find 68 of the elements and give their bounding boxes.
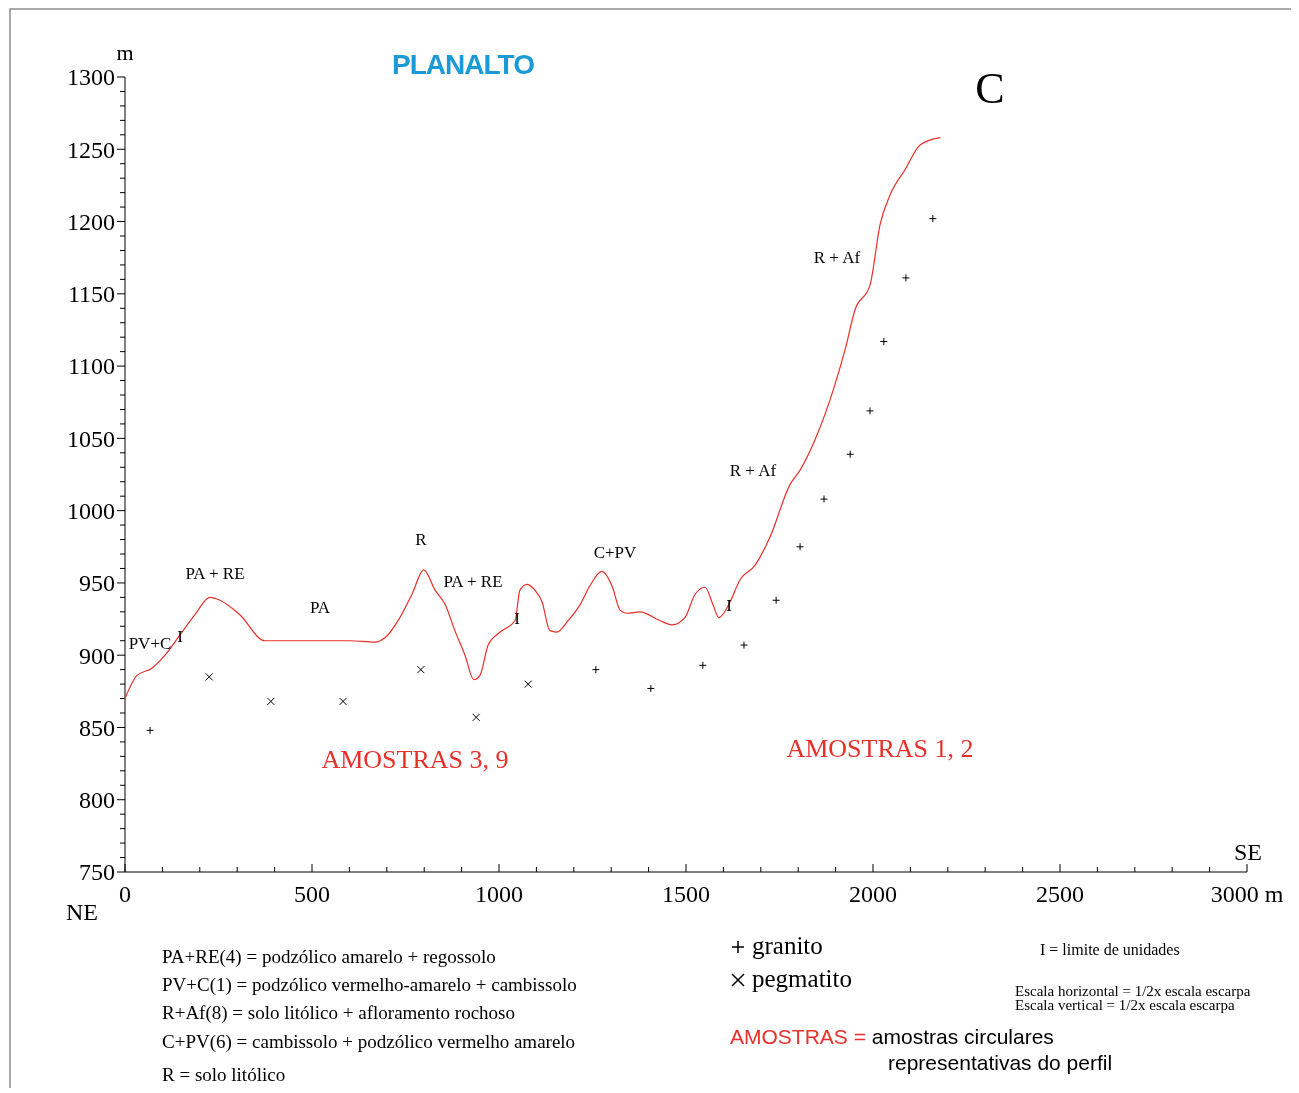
y-tick-label: 850 [79,714,115,741]
x-tick-label: 0 [119,881,131,907]
point [772,596,781,605]
y-tick-label: 1200 [67,208,115,235]
point [205,672,214,681]
legend-label: pegmatito [752,965,852,992]
y-tick-label: 1150 [67,281,115,308]
annotation: PA + RE [185,563,245,583]
point [524,680,533,689]
point [339,697,348,706]
x-tick-label: 500 [294,881,330,907]
annotation: C [975,64,1005,113]
y-tick-label: 1050 [67,425,115,452]
text: AMOSTRAS = amostras circulares representativas do perfil [730,1025,1113,1074]
annotation: R + Af [813,247,861,267]
text: Escala vertical = 1/2x escala escarpa [1015,997,1235,1013]
point [879,337,888,346]
text: R = solo litólico [162,1064,286,1085]
annotation: I [726,595,733,615]
annotation: PA [309,597,331,617]
point [739,641,748,650]
point [820,495,829,504]
annotation: I [514,608,521,628]
x-tick-label: 3000 m [1210,881,1284,907]
text: PV+C(1) = podzólico vermelho-amarelo + cambissolo [162,974,577,996]
text: NE [66,899,98,925]
text: PA+RE(4) = podzólico amarelo + regossolo [162,946,496,968]
x-tick-label: 2000 [849,881,897,907]
y-tick-label: 1300 [67,64,115,91]
annotation: C+PV [593,542,638,562]
annotation: PA + RE [443,571,503,591]
point [266,697,275,706]
text: C+PV(6) = cambissolo + podzólico vermelho amarelo [162,1031,576,1053]
y-tick-label: 1100 [67,353,115,380]
y-tick-label: 950 [79,570,115,597]
point [146,726,155,735]
annotation: I [177,626,184,646]
point [416,665,425,674]
annotation: R [415,529,428,549]
y-axis-title: m [116,40,134,65]
point [646,684,655,693]
point [591,665,600,674]
y-tick-label: 750 [79,859,115,886]
text: I = limite de unidades [1040,941,1180,958]
x-tick-label: 1000 [475,881,523,907]
y-tick-label: 800 [79,787,115,814]
y-tick-label: 900 [79,642,115,669]
x-tick-label: 2500 [1036,881,1084,907]
point [472,713,481,722]
point [866,406,875,415]
line-series [124,137,941,700]
y-tick-label: 1250 [67,136,115,163]
chart-title: PLANALTO [392,49,535,80]
annotation: SE [1233,839,1263,865]
point [796,542,805,551]
y-tick-label: 1000 [67,498,115,525]
annotation: AMOSTRAS 3, 9 [321,745,509,775]
annotation: AMOSTRAS 1, 2 [786,734,974,764]
text: Escala horizontal = 1/2x escala escarpa [1015,983,1251,999]
annotation: R + Af [729,460,777,480]
x-tick-label: 1500 [662,881,710,907]
point [901,273,910,282]
text: R+Af(8) = solo litólico + afloramento rochoso [162,1002,515,1024]
point [928,214,937,223]
point [698,661,707,670]
annotation: PV+C [128,633,172,653]
point [846,450,855,459]
legend-label: granito [752,932,823,959]
